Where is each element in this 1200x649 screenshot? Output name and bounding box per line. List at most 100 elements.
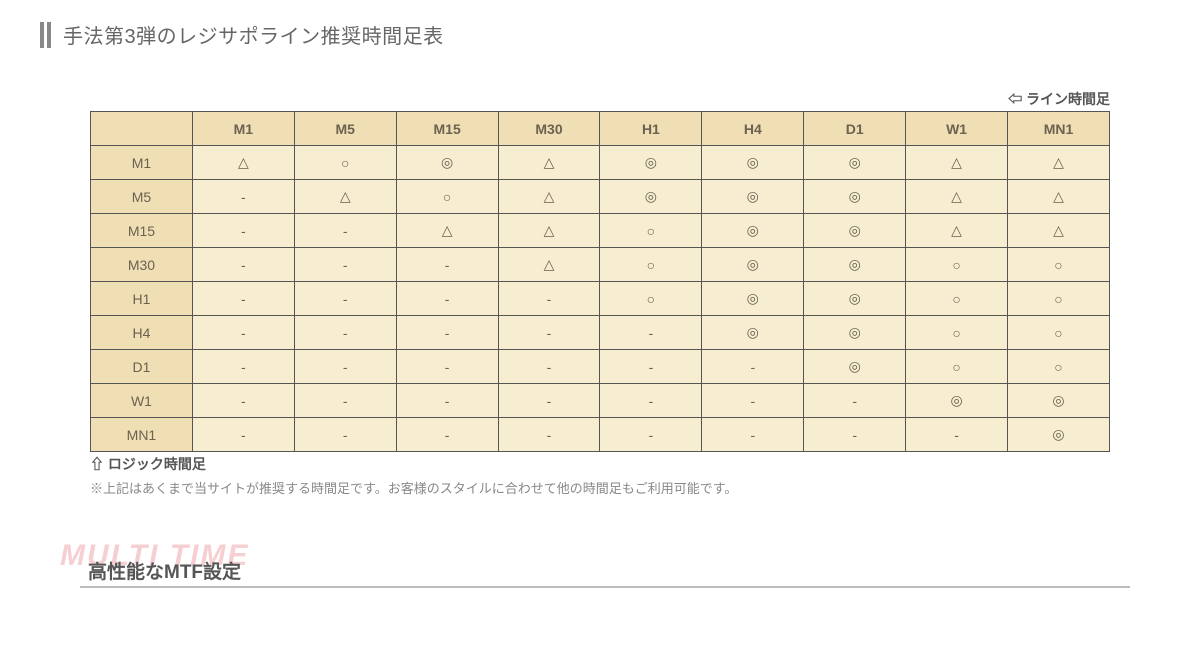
table-cell: △ (192, 146, 294, 180)
row-header: M15 (91, 214, 193, 248)
table-cell: - (192, 316, 294, 350)
col-header: D1 (804, 112, 906, 146)
table-cell: ◎ (396, 146, 498, 180)
table-cell: ○ (396, 180, 498, 214)
table-cell: - (396, 350, 498, 384)
table-cell: - (498, 316, 600, 350)
table-cell: - (498, 350, 600, 384)
col-header: M1 (192, 112, 294, 146)
table-cell: - (702, 350, 804, 384)
col-header: M5 (294, 112, 396, 146)
table-cell: - (600, 316, 702, 350)
table-cell: - (396, 418, 498, 452)
table-cell: - (294, 214, 396, 248)
table-cell: ◎ (600, 180, 702, 214)
table-cell: ○ (600, 248, 702, 282)
table-cell: ◎ (804, 180, 906, 214)
table-cell: ○ (906, 350, 1008, 384)
table-cell: - (192, 214, 294, 248)
table-cell: △ (498, 214, 600, 248)
row-header: M30 (91, 248, 193, 282)
row-header: D1 (91, 350, 193, 384)
row-header: W1 (91, 384, 193, 418)
table-cell: ○ (906, 282, 1008, 316)
column-axis-label: ⇦ ライン時間足 (90, 89, 1110, 109)
table-cell: - (906, 418, 1008, 452)
table-cell: - (396, 248, 498, 282)
table-cell: - (498, 282, 600, 316)
row-header: MN1 (91, 418, 193, 452)
table-cell: ○ (294, 146, 396, 180)
table-cell: - (192, 350, 294, 384)
col-header: MN1 (1008, 112, 1110, 146)
table-cell: - (600, 418, 702, 452)
row-header: M5 (91, 180, 193, 214)
table-cell: - (294, 350, 396, 384)
table-cell: - (396, 316, 498, 350)
table-cell: ○ (906, 316, 1008, 350)
table-cell: - (294, 384, 396, 418)
row-axis-label: ⇧ ロジック時間足 (90, 454, 1110, 474)
col-header: M15 (396, 112, 498, 146)
mtf-section: MULTI TIME 高性能なMTF設定 (40, 557, 1160, 588)
table-cell: ◎ (702, 248, 804, 282)
table-cell: - (600, 384, 702, 418)
col-header: H1 (600, 112, 702, 146)
table-cell: ◎ (804, 214, 906, 248)
table-cell: ◎ (702, 180, 804, 214)
table-cell: - (702, 384, 804, 418)
table-cell: ○ (600, 214, 702, 248)
table-cell: ◎ (702, 214, 804, 248)
table-cell: ◎ (702, 146, 804, 180)
table-cell: △ (498, 180, 600, 214)
table-cell: △ (906, 214, 1008, 248)
col-header: M30 (498, 112, 600, 146)
table-cell: △ (498, 146, 600, 180)
table-cell: - (498, 418, 600, 452)
row-header: H1 (91, 282, 193, 316)
table-cell: - (294, 248, 396, 282)
table-cell: - (192, 248, 294, 282)
row-header: M1 (91, 146, 193, 180)
table-cell: △ (396, 214, 498, 248)
table-cell: - (294, 418, 396, 452)
table-cell: - (498, 384, 600, 418)
table-cell: - (192, 418, 294, 452)
title-bar-icon (40, 22, 51, 48)
table-cell: ○ (1008, 282, 1110, 316)
table-cell: ◎ (702, 316, 804, 350)
col-header: H4 (702, 112, 804, 146)
table-cell: ○ (1008, 350, 1110, 384)
table-cell: △ (1008, 146, 1110, 180)
table-cell: - (294, 316, 396, 350)
table-cell: ◎ (804, 316, 906, 350)
table-cell: - (396, 384, 498, 418)
corner-cell (91, 112, 193, 146)
table-cell: ◎ (1008, 418, 1110, 452)
table-cell: ○ (906, 248, 1008, 282)
table-cell: ◎ (600, 146, 702, 180)
table-cell: - (396, 282, 498, 316)
table-cell: - (804, 384, 906, 418)
table-note: ※上記はあくまで当サイトが推奨する時間足です。お客様のスタイルに合わせて他の時間… (90, 478, 1110, 497)
table-cell: - (600, 350, 702, 384)
table-cell: △ (1008, 214, 1110, 248)
table-cell: ◎ (804, 282, 906, 316)
col-header: W1 (906, 112, 1008, 146)
table-cell: △ (906, 146, 1008, 180)
mtf-title: 高性能なMTF設定 (80, 557, 1130, 588)
table-cell: - (192, 384, 294, 418)
table-cell: ◎ (804, 350, 906, 384)
section-title-row: 手法第3弾のレジサポライン推奨時間足表 (40, 20, 1160, 49)
table-cell: ◎ (1008, 384, 1110, 418)
table-cell: ◎ (804, 146, 906, 180)
table-cell: - (192, 180, 294, 214)
table-cell: △ (906, 180, 1008, 214)
table-cell: △ (498, 248, 600, 282)
table-cell: ◎ (702, 282, 804, 316)
table-cell: ○ (600, 282, 702, 316)
table-cell: △ (1008, 180, 1110, 214)
timeframe-table: M1 M5 M15 M30 H1 H4 D1 W1 MN1 M1△○◎△◎◎◎△… (90, 111, 1110, 452)
table-cell: - (294, 282, 396, 316)
section-title: 手法第3弾のレジサポライン推奨時間足表 (63, 20, 444, 49)
